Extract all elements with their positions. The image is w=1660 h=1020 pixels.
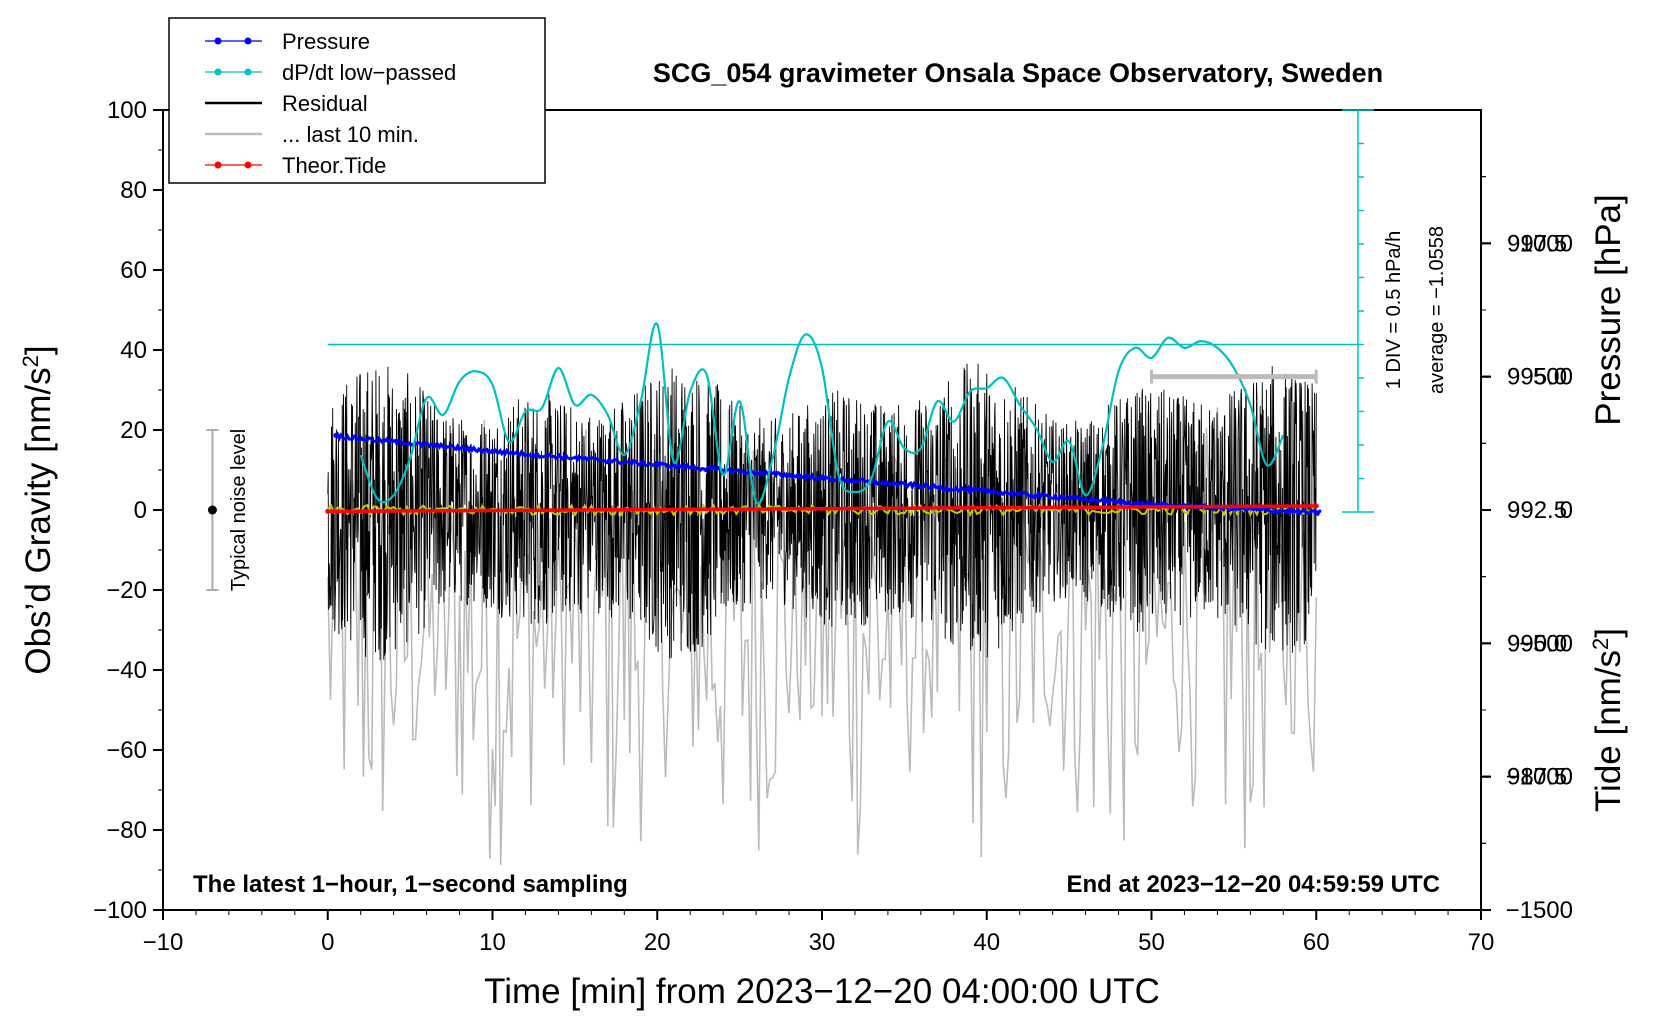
legend-marker [214,37,222,45]
tide-point [1313,503,1319,509]
sampling-note: The latest 1−hour, 1−second sampling [193,871,628,898]
tide-axis-label: Tide [nm/s2] [1588,628,1629,812]
x-tick-label: 10 [479,929,506,956]
tide-trace [327,504,1317,514]
x-tick-label: 50 [1138,929,1165,956]
dpdt-trace [359,322,1285,505]
y-tick-label: −20 [106,577,147,604]
dpdt-scale-label: 1 DIV = 0.5 hPa/h [1383,231,1405,389]
x-tick-label: 70 [1468,929,1495,956]
legend-label: Pressure [282,29,370,54]
pressure-tick-label: 997.5 [1507,230,1567,257]
legend-label: Residual [282,91,368,116]
legend-marker [244,37,252,45]
x-tick-label: −10 [143,929,184,956]
y-tick-label: 20 [120,417,147,444]
x-axis-label: Time [min] from 2023−12−20 04:00:00 UTC [484,972,1160,1011]
legend-item: dP/dt low−passed [205,60,456,85]
tide-series [325,503,1319,514]
tide-tick-label: 1000 [1520,230,1573,257]
x-tick-label: 40 [973,929,1000,956]
legend: Pressure dP/dt low−passed Residual ... last… [168,17,546,184]
noise-level-bar [206,429,219,591]
pressure-point [984,488,990,494]
tide-tick-label: 500 [1533,364,1573,391]
legend-item: ... last 10 min. [205,122,419,147]
pressure-tick-label: 987.5 [1507,764,1567,791]
pressure-point [819,475,825,481]
noise-bar-center [207,505,217,515]
x-tick-label: 20 [644,929,671,956]
legend-marker [214,161,222,169]
legend-item: Pressure [205,29,370,54]
pressure-tick-label: 990.0 [1507,630,1567,657]
legend-marker [244,68,252,76]
legend-marker [244,161,252,169]
pressure-series [333,431,1322,517]
noise-level-label: Typical noise level [228,429,250,591]
legend-item: Residual [205,91,368,116]
y-tick-label: 80 [120,177,147,204]
y-tick-label: 40 [120,337,147,364]
y-tick-label: −40 [106,657,147,684]
pressure-tick-label: 992.5 [1507,497,1567,524]
legend-box [168,17,546,184]
tide-tick-label: −1000 [1506,764,1573,791]
x-tick-label: 60 [1303,929,1330,956]
pressure-point [1313,510,1319,516]
y-tick-label: −60 [106,737,147,764]
pressure-point [333,432,339,438]
y-tick-label: 100 [107,97,147,124]
pressure-point [654,462,660,468]
tide-tick-label: 0 [1560,497,1573,524]
y-tick-label: 0 [134,497,147,524]
tide-point [325,508,331,514]
y-tick-label: −80 [106,817,147,844]
x-tick-label: 0 [321,929,334,956]
y-tick-label: 60 [120,257,147,284]
tide-tick-label: −1500 [1506,897,1573,924]
pressure-tick-label: 995.0 [1507,364,1567,391]
residual-trace [327,363,1317,661]
pressure-axis-label: Pressure [hPa] [1589,194,1628,426]
legend-marker [214,68,222,76]
chart-title: SCG_054 gravimeter Onsala Space Observat… [653,58,1383,88]
tide-tick-label: −500 [1519,630,1573,657]
x-tick-label: 30 [809,929,836,956]
dpdt-series [359,322,1285,505]
pressure-trace [334,431,1322,517]
dpdt-average-label: average = −1.0558 [1426,226,1448,394]
legend-label: Theor.Tide [282,153,386,178]
pressure-point [490,448,495,454]
last-10-min-bar [1150,369,1318,384]
legend-item: Theor.Tide [205,153,386,178]
data-layer [206,322,1358,865]
end-time-note: End at 2023−12−20 04:59:59 UTC [1066,871,1440,898]
y-tick-label: −100 [93,897,147,924]
y-axis-label: Obs’d Gravity [nm/s2] [18,345,59,674]
legend-label: ... last 10 min. [282,122,419,147]
legend-label: dP/dt low−passed [282,60,456,85]
axis-layer: −10 0 10 20 30 40 50 60 70100806040200−20−40−60−… [93,97,1573,956]
